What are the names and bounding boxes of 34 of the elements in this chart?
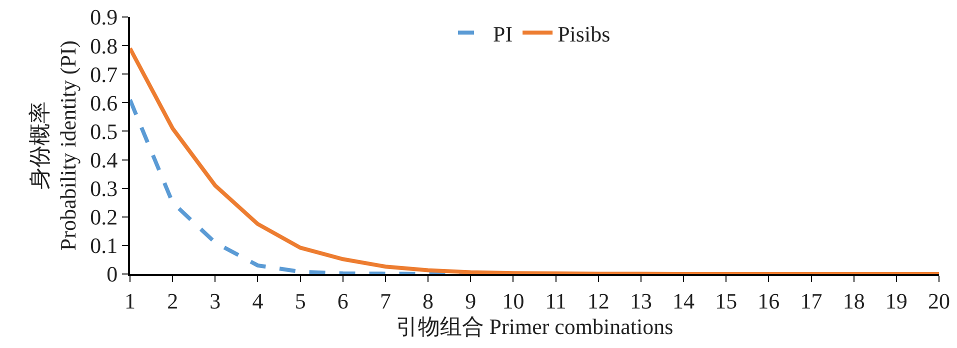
x-tick-label: 13	[630, 288, 652, 314]
x-tick-label: 16	[758, 288, 780, 314]
x-tick-label: 12	[587, 288, 610, 314]
y-tick-label: 0.3	[90, 176, 118, 202]
legend-label: Pisibs	[558, 21, 610, 46]
y-axis-title: 身份概率 Probability identity (PI)	[26, 40, 80, 251]
x-tick-label: 19	[885, 288, 908, 314]
legend-label: PI	[493, 21, 513, 46]
x-tick-label: 20	[928, 288, 950, 314]
x-tick-label: 2	[167, 288, 178, 314]
x-tick-label: 7	[380, 288, 391, 314]
x-tick-label: 14	[672, 288, 695, 314]
y-tick-label: 0.8	[90, 33, 118, 58]
y-tick-label: 0.1	[90, 233, 118, 258]
y-tick-label: 0.5	[90, 118, 118, 144]
x-tick-label: 6	[337, 288, 348, 314]
x-tick-label: 10	[502, 288, 524, 314]
y-tick-label: 0.9	[90, 4, 118, 30]
x-tick-label: 1	[124, 288, 136, 314]
x-tick-label: 18	[842, 288, 865, 314]
y-tick-label: 0.7	[90, 62, 118, 87]
y-tick-label: 0	[106, 262, 118, 287]
x-tick-label: 17	[800, 288, 822, 314]
x-tick-label: 3	[210, 288, 221, 314]
x-tick-label: 5	[294, 288, 306, 314]
x-tick-label: 4	[252, 288, 264, 314]
x-axis-title: 引物组合 Primer combinations	[396, 314, 674, 339]
x-tick-label: 9	[465, 288, 476, 314]
y-tick-label: 0.4	[90, 147, 118, 172]
x-tick-label: 15	[715, 288, 738, 314]
x-tick-label: 8	[422, 288, 434, 314]
x-tick-label: 11	[545, 288, 566, 314]
y-tick-label: 0.6	[90, 90, 118, 116]
y-tick-label: 0.2	[90, 204, 118, 230]
